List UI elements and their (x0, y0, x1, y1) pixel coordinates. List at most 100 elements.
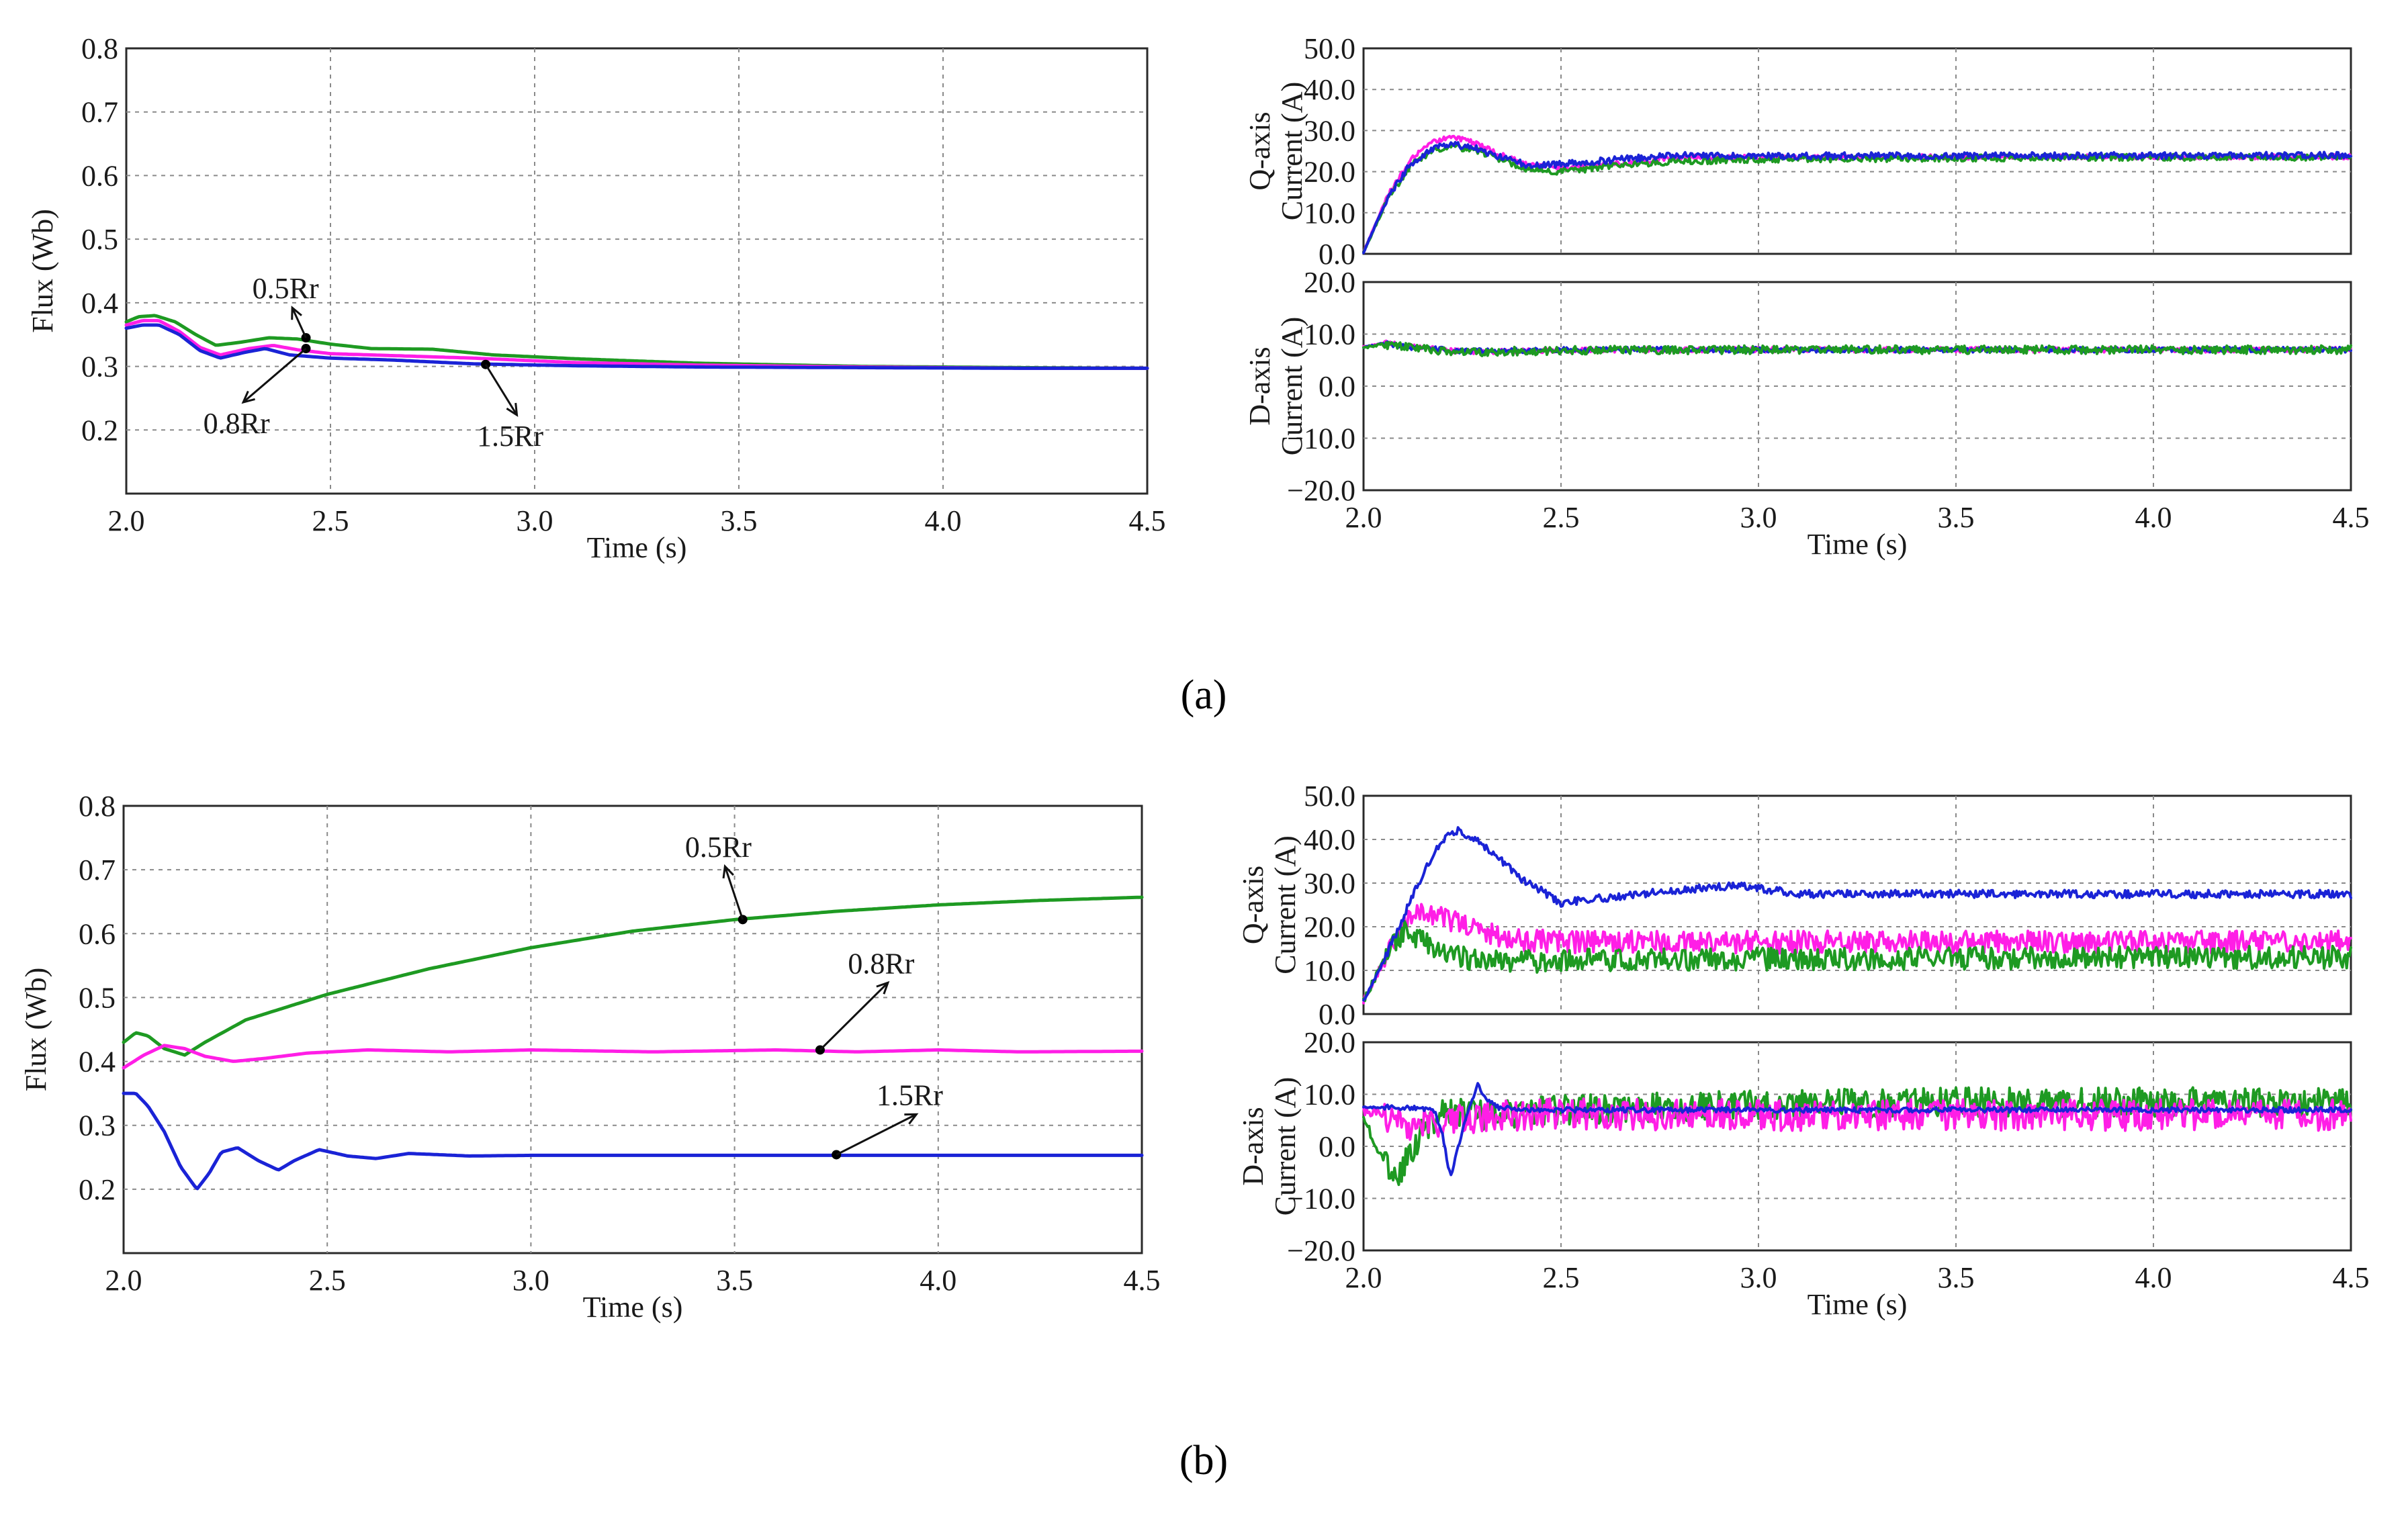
x-axis-label: Time (s) (583, 1291, 683, 1324)
y-axis-label: D-axis (1243, 347, 1276, 425)
x-tick-label: 2.0 (105, 1264, 142, 1297)
y-tick-label: 0.3 (79, 1109, 116, 1142)
x-tick-label: 3.5 (716, 1264, 753, 1297)
annotation-arrow-head (241, 390, 255, 404)
y-axis-label: D-axis (1237, 1107, 1269, 1185)
x-tick-label: 4.0 (920, 1264, 956, 1297)
series-line-0-5rr (1362, 340, 2352, 357)
y-tick-label: 30.0 (1304, 867, 1355, 900)
series-line-0-8rr (1362, 1097, 2352, 1141)
annotation-arrow (723, 866, 744, 920)
x-tick-label: 3.0 (1740, 501, 1777, 534)
caption-b: (b) (1179, 1438, 1228, 1483)
y-tick-label: 30.0 (1304, 114, 1355, 147)
y-tick-label: 0.0 (1319, 998, 1355, 1031)
y-tick-label: 0.2 (79, 1173, 116, 1206)
chart-a-q-axis-current: 0.0 10.0 20.0 30.0 40.0 50.0 Q-axis Current (A) (1243, 32, 2352, 271)
series-line-0-5rr (1362, 142, 2352, 254)
annotation-arrow-head (876, 980, 890, 995)
annotation-label: 0.5Rr (685, 831, 752, 864)
x-tick-label: 2.0 (1345, 501, 1382, 534)
y-tick-label: −20.0 (1287, 474, 1355, 507)
y-tick-label: 40.0 (1304, 823, 1355, 856)
plot-area (122, 805, 1143, 1254)
x-axis-label: Time (s) (1808, 1288, 1908, 1321)
y-tick-label: 0.0 (1319, 370, 1355, 403)
y-axis-label: Q-axis (1243, 111, 1276, 190)
y-tick-label: 40.0 (1304, 73, 1355, 106)
y-tick-label: 10.0 (1304, 954, 1355, 987)
y-tick-label: 0.4 (79, 1046, 116, 1079)
annotation-arrow (819, 982, 889, 1051)
y-tick-label: 0.4 (81, 287, 118, 320)
y-axis-label: Flux (Wb) (19, 968, 52, 1092)
y-axis-label: Current (A) (1269, 1077, 1302, 1216)
y-tick-label: 0.0 (1319, 238, 1355, 271)
annotation-arrow-head (291, 306, 302, 320)
y-tick-label: 0.2 (81, 414, 118, 447)
plot-area (1362, 47, 2352, 255)
annotation-label: 1.5Rr (477, 420, 543, 453)
chart-b-d-axis-current: −20.0 −10.0 0.0 10.0 20.0 2.0 2.5 3.0 3.5 4.0 4.5 T… (1237, 1026, 2370, 1321)
x-tick-label: 2.5 (312, 504, 349, 537)
y-axis-label: Q-axis (1237, 866, 1269, 944)
y-tick-label: 0.5 (79, 981, 116, 1014)
y-tick-label: 0.8 (81, 32, 118, 65)
chart-b-flux: 0.2 0.3 0.4 0.5 0.6 0.7 0.8 2.0 2.5 3.0 3.5 4.0 4.5 T… (19, 790, 1161, 1324)
x-tick-label: 4.0 (2135, 1261, 2172, 1294)
annotation-arrow-head (904, 1113, 919, 1125)
y-tick-label: 10.0 (1304, 1079, 1355, 1111)
y-tick-label: 20.0 (1304, 266, 1355, 299)
x-tick-label: 2.5 (1543, 1261, 1580, 1294)
y-axis-label: Flux (Wb) (26, 209, 59, 333)
y-tick-label: 0.6 (79, 917, 116, 950)
y-tick-label: 0.3 (81, 351, 118, 383)
y-tick-label: 20.0 (1304, 156, 1355, 189)
y-tick-label: 10.0 (1304, 197, 1355, 230)
annotation-label: 0.5Rr (253, 272, 319, 305)
plot-area (125, 47, 1149, 495)
series-line-1-5rr (1362, 140, 2352, 255)
y-tick-label: −10.0 (1287, 1183, 1355, 1216)
y-tick-label: 0.0 (1319, 1130, 1355, 1163)
x-tick-label: 4.5 (1129, 504, 1166, 537)
x-tick-label: 2.5 (309, 1264, 346, 1297)
y-tick-label: 20.0 (1304, 911, 1355, 944)
y-tick-label: −10.0 (1287, 422, 1355, 455)
x-tick-label: 3.5 (1938, 1261, 1975, 1294)
annotation-arrow (242, 347, 307, 404)
y-tick-label: 20.0 (1304, 1026, 1355, 1059)
y-axis-label: Current (A) (1269, 835, 1302, 974)
x-tick-label: 4.0 (2135, 501, 2172, 534)
series-line-1-5rr (122, 1091, 1144, 1191)
caption-a: (a) (1181, 672, 1227, 718)
y-tick-label: 10.0 (1304, 318, 1355, 351)
x-tick-label: 4.0 (925, 504, 962, 537)
series-line-0-8rr (1362, 903, 2352, 1005)
plot-area (1362, 794, 2352, 1015)
series-line-1-5rr (1362, 826, 2352, 1002)
annotation-label: 0.8Rr (848, 947, 914, 980)
y-tick-label: 50.0 (1304, 780, 1355, 813)
annotation-arrow-head (506, 402, 519, 417)
series-line-0-5rr (1362, 919, 2352, 1003)
x-tick-label: 4.5 (1124, 1264, 1161, 1297)
annotation-arrow (836, 1113, 918, 1156)
x-tick-label: 2.5 (1543, 501, 1580, 534)
x-tick-label: 3.0 (517, 504, 553, 537)
x-tick-label: 2.0 (108, 504, 145, 537)
x-tick-label: 2.0 (1345, 1261, 1382, 1294)
chart-a-flux: 0.2 0.3 0.4 0.5 0.6 0.7 0.8 2.0 2.5 3.0 3.5 4.0 4.5 T… (26, 32, 1166, 564)
y-axis-label: Current (A) (1276, 82, 1308, 221)
x-axis-label: Time (s) (1808, 528, 1908, 561)
y-tick-label: 0.5 (81, 223, 118, 256)
x-axis-label: Time (s) (587, 531, 687, 564)
x-tick-label: 4.5 (2333, 1261, 2370, 1294)
series-line-0-8rr (122, 1044, 1144, 1070)
x-tick-label: 3.0 (1740, 1261, 1777, 1294)
annotation-label: 0.8Rr (204, 407, 270, 440)
y-tick-label: 0.6 (81, 159, 118, 192)
y-tick-label: 50.0 (1304, 32, 1355, 65)
y-tick-label: −20.0 (1287, 1234, 1355, 1267)
